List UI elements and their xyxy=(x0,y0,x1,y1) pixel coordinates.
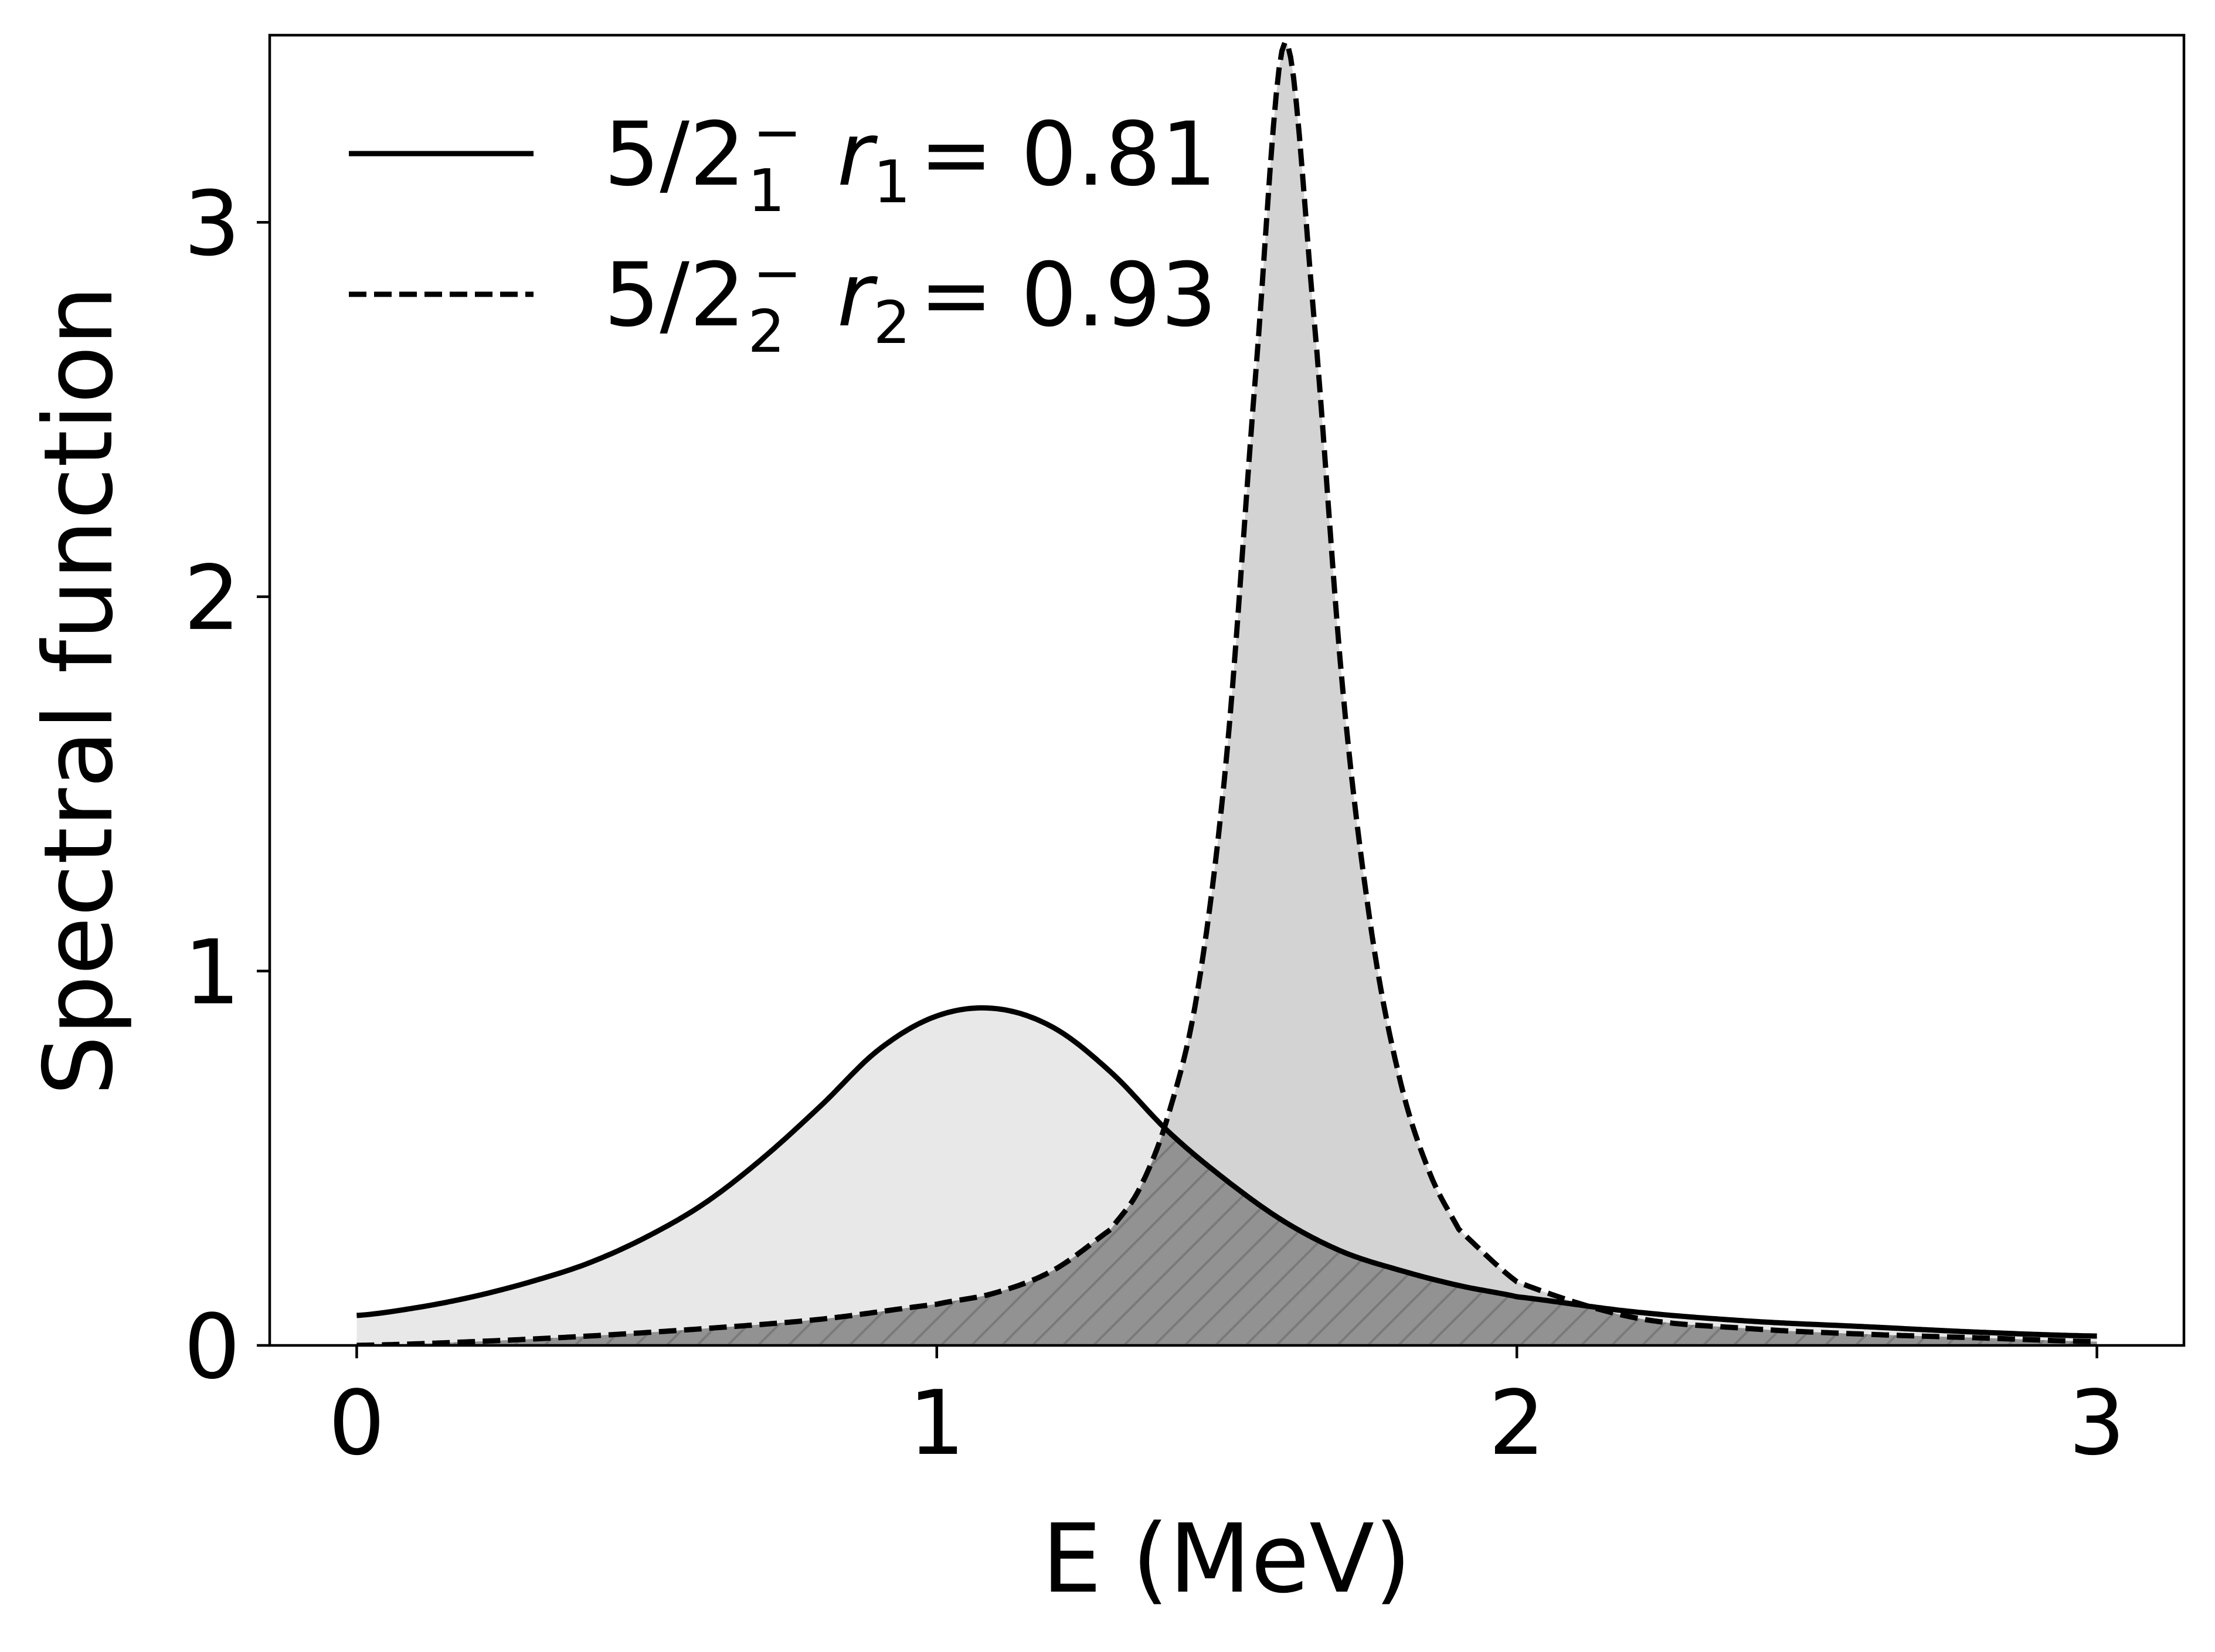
legend-entry-1: 5/21− r1 = 0.81 xyxy=(349,98,1217,225)
series-2-line xyxy=(356,38,2097,1345)
x-tick-label: 0 xyxy=(328,1371,385,1475)
plot-area xyxy=(356,38,2097,1345)
overlap-hatch xyxy=(356,1129,2097,1345)
x-tick-label: 2 xyxy=(1489,1371,1545,1475)
legend-entry-2: 5/22− r2 = 0.93 xyxy=(349,239,1217,366)
series-1-line xyxy=(356,1005,2097,1339)
x-axis-label: E (MeV) xyxy=(1042,1504,1412,1614)
legend-label-2: 5/22− r2 = 0.93 xyxy=(604,239,1217,366)
legend: 5/21− r1 = 0.81 5/22− r2 = 0.93 xyxy=(349,98,1217,366)
x-axis: 0 1 2 3 xyxy=(328,1345,2125,1475)
y-tick-label: 3 xyxy=(184,172,240,276)
plot-frame xyxy=(268,33,2186,1347)
legend-label-1: 5/21− r1 = 0.81 xyxy=(604,98,1217,225)
y-axis: 0 1 2 3 xyxy=(184,172,270,1399)
y-tick-label: 0 xyxy=(184,1295,240,1399)
y-axis-label: Spectral function xyxy=(24,285,134,1096)
series-2-fill xyxy=(356,42,2097,1345)
y-tick-label: 2 xyxy=(184,546,240,650)
x-tick-label: 1 xyxy=(908,1371,965,1475)
series-1-fill xyxy=(356,1008,2097,1345)
x-tick-label: 3 xyxy=(2068,1371,2125,1475)
y-tick-label: 1 xyxy=(184,920,240,1024)
